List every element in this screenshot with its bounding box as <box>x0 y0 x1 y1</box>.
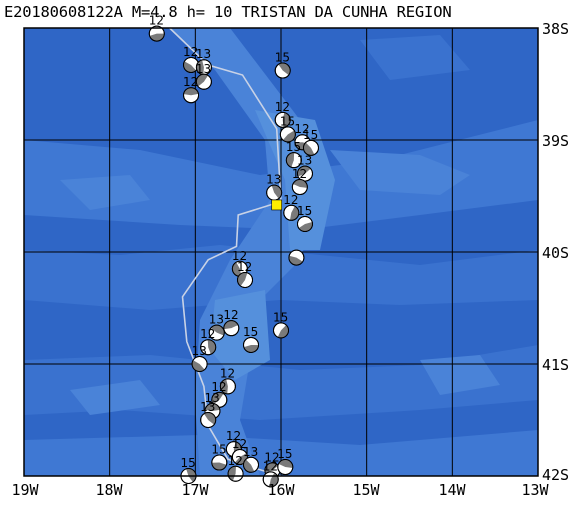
lon-label-13w: 13W <box>521 481 549 499</box>
mechanism-depth-label: 12 <box>264 450 279 464</box>
mechanism-depth-label: 15 <box>303 128 318 142</box>
focal-mechanism: 12 <box>219 366 236 395</box>
focal-mechanism: 15 <box>285 140 302 169</box>
focal-mechanism: 12 <box>274 100 291 128</box>
mechanism-depth-label: 12 <box>232 249 247 263</box>
mechanism-depth-label: 13 <box>297 154 312 168</box>
mechanism-depth-label: 12 <box>228 454 243 468</box>
mechanism-depth-label: 12 <box>149 14 164 28</box>
focal-mechanism: 12 <box>183 45 200 73</box>
mechanism-depth-label: 12 <box>275 100 290 114</box>
mechanism-depth-label: 13 <box>200 400 215 414</box>
lat-label-42s: 42S <box>542 466 570 484</box>
focal-mechanism: 12 <box>283 193 300 221</box>
mechanism-depth-label: 13 <box>196 47 211 61</box>
focal-mechanism: 15 <box>273 310 289 339</box>
mechanism-depth-label: 12 <box>220 366 235 380</box>
focal-mechanisms: 1212131312151215121515131213121512121213… <box>148 14 319 488</box>
mechanism-depth-label: 12 <box>292 167 307 181</box>
focal-mechanism: 12 <box>148 14 165 42</box>
focal-mechanism: 12 <box>237 260 254 288</box>
lon-label-16w: 16W <box>267 481 295 499</box>
focal-mechanism: 12 <box>223 308 240 337</box>
graticule <box>24 28 538 476</box>
mechanism-depth-label: 15 <box>243 325 258 339</box>
focal-mechanism: 15 <box>243 325 260 353</box>
mechanism-depth-label: 15 <box>180 456 195 470</box>
mechanism-depth-label: 15 <box>277 447 292 461</box>
focal-mechanism: 15 <box>279 114 296 143</box>
mechanism-depth-label: 13 <box>209 313 224 327</box>
mechanism-depth-label: 12 <box>223 308 238 322</box>
focal-mechanism: 15 <box>180 456 197 484</box>
map-title: E20180608122A M=4.8 h= 10 TRISTAN DA CUN… <box>4 3 452 21</box>
mechanism-depth-label: 13 <box>192 344 207 358</box>
lon-label-14w: 14W <box>438 481 466 499</box>
focal-mechanism: 15 <box>274 51 291 79</box>
mechanism-depth-label: 12 <box>283 193 298 207</box>
mechanism-depth-label: 15 <box>273 310 288 324</box>
focal-mechanism: 13 <box>191 344 208 372</box>
focal-mechanism: 12 <box>200 327 217 356</box>
focal-mechanism <box>288 249 305 266</box>
focal-mechanism: 15 <box>211 443 228 471</box>
focal-mechanism: 13 <box>204 391 221 420</box>
lon-label-15w: 15W <box>352 481 380 499</box>
focal-mechanism: 15 <box>277 447 294 476</box>
lon-label-18w: 18W <box>95 481 123 499</box>
focal-mechanism: 13 <box>200 400 217 428</box>
focal-mechanism: 12 <box>211 380 228 408</box>
lat-label-39s: 39S <box>542 132 570 150</box>
focal-mechanism: 12 <box>227 454 244 482</box>
focal-mechanism: 12 <box>231 437 248 465</box>
mechanism-depth-label: 12 <box>232 437 247 451</box>
ridge-track-line <box>169 27 282 477</box>
mechanism-depth-label: 12 <box>226 429 241 443</box>
mechanism-depth-label: 15 <box>297 204 312 218</box>
mechanism-depth-label: 12 <box>237 260 252 274</box>
focal-mechanism: 13 <box>208 313 225 341</box>
focal-mechanism: 13 <box>243 445 260 473</box>
epicenter-marker <box>271 199 283 211</box>
focal-mechanism: 13 <box>195 62 212 90</box>
lat-label-40s: 40S <box>542 244 570 262</box>
focal-mechanism: 15 <box>302 128 319 156</box>
mechanism-depth-label: 12 <box>183 75 198 89</box>
focal-mechanism: 13 <box>266 173 283 201</box>
mechanism-depth-label: 15 <box>280 114 295 128</box>
mechanism-depth-label: 13 <box>266 173 281 187</box>
lon-label-17w: 17W <box>181 481 209 499</box>
mechanism-depth-label: 12 <box>263 459 278 473</box>
mechanism-depth-label: 12 <box>211 380 226 394</box>
mechanism-depth-label: 12 <box>294 122 309 136</box>
mechanism-depth-label: 13 <box>204 391 219 405</box>
mechanism-depth-label: 12 <box>183 45 198 59</box>
focal-mechanism: 12 <box>291 167 308 196</box>
mechanism-depth-label: 15 <box>286 140 301 154</box>
lat-label-38s: 38S <box>542 20 570 38</box>
mechanism-depth-label: 13 <box>243 445 258 459</box>
lon-label-19w: 19W <box>11 481 39 499</box>
lat-label-41s: 41S <box>542 356 570 374</box>
focal-mechanism: 13 <box>195 47 212 76</box>
mechanism-depth-label: 15 <box>211 443 226 457</box>
mechanism-depth-label: 12 <box>200 327 215 341</box>
focal-mechanism: 15 <box>296 204 313 232</box>
mechanism-depth-label: 15 <box>275 51 290 65</box>
focal-mechanism: 12 <box>231 249 248 277</box>
mechanism-depth-label: 13 <box>196 62 211 76</box>
map-frame <box>23 27 539 477</box>
focal-mechanism: 12 <box>183 75 200 104</box>
